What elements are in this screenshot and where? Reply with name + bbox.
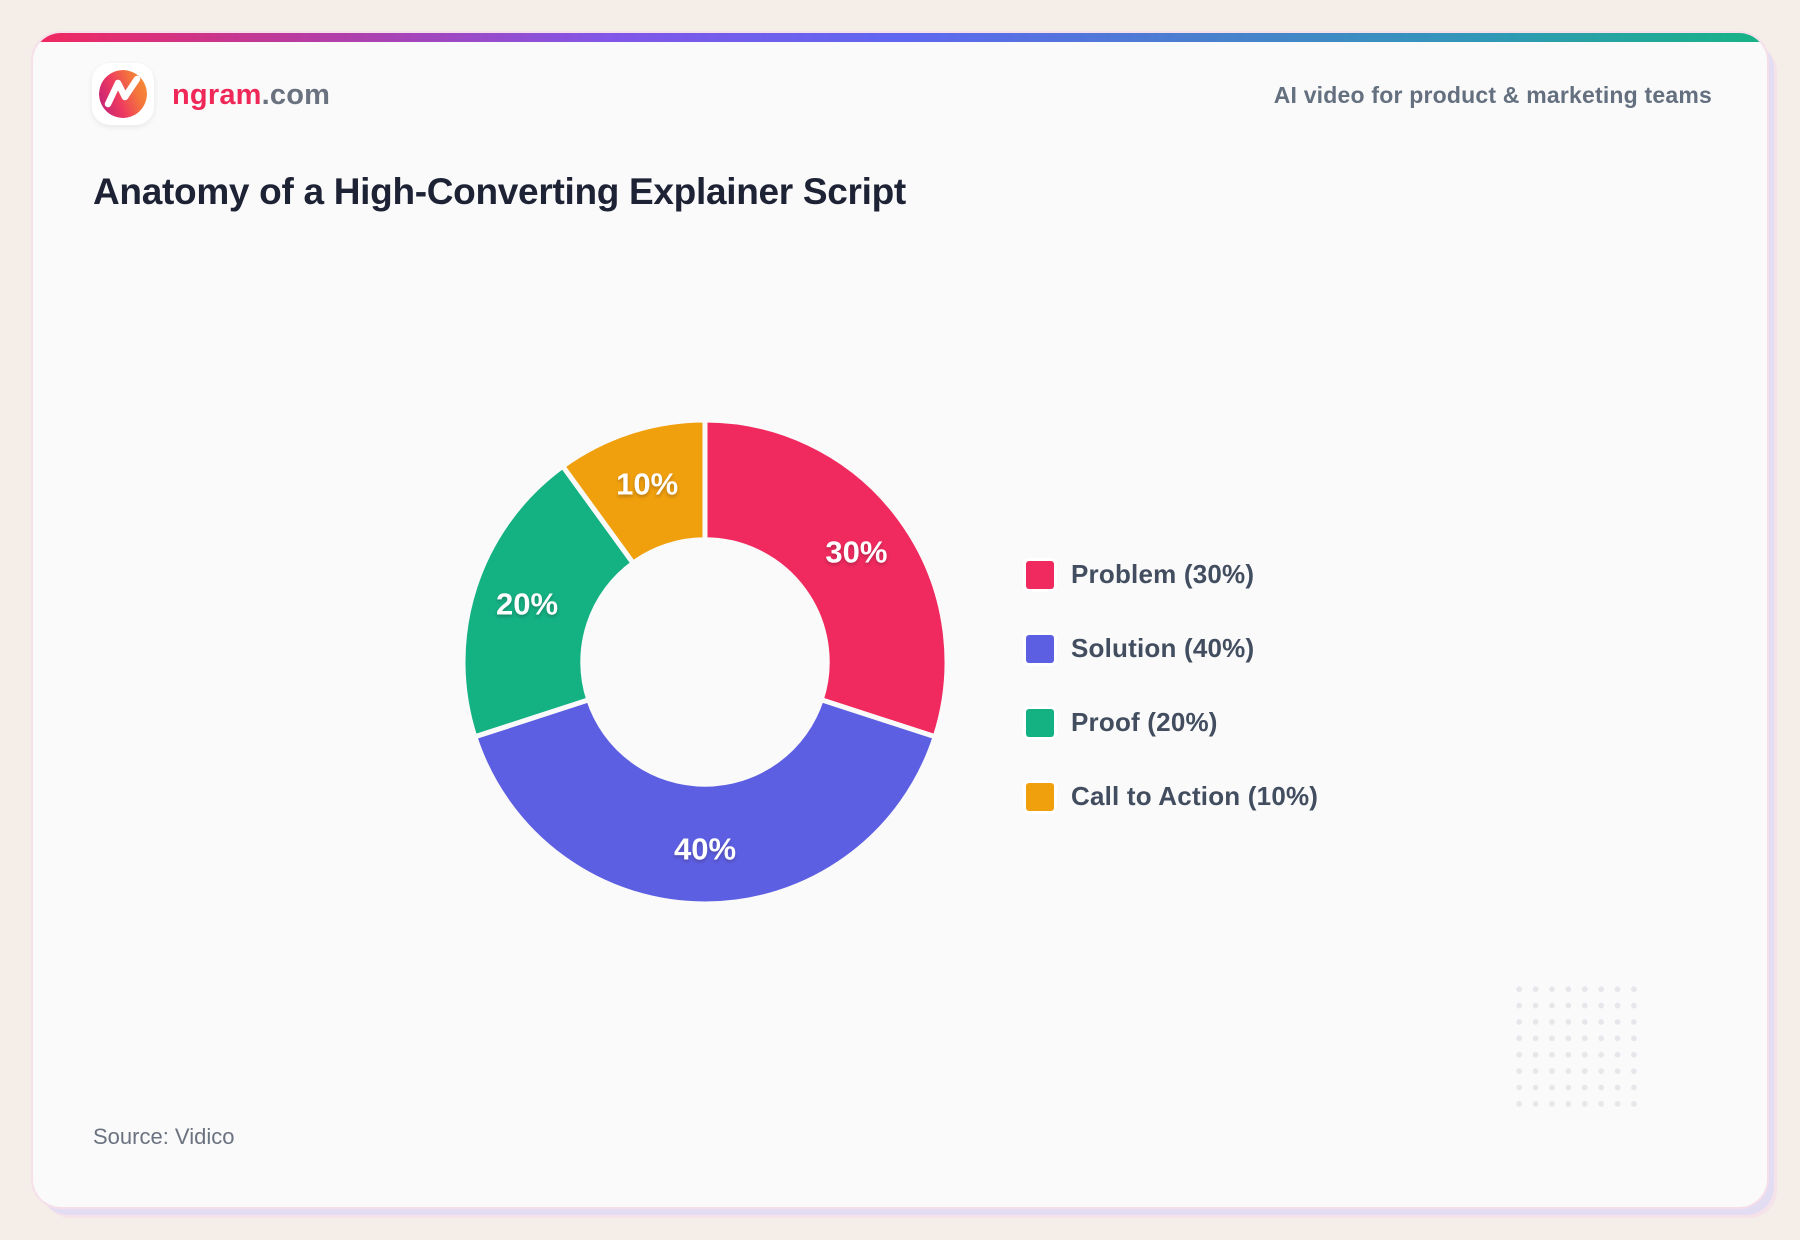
- brand-domain: .com: [261, 79, 331, 111]
- donut-chart: 30% 40% 20% 10%: [460, 417, 950, 907]
- header: ngram.com AI video for product & marketi…: [33, 33, 1767, 163]
- legend-item-call-to-action: Call to Action (10%): [1026, 781, 1318, 812]
- page-title: Anatomy of a High-Converting Explainer S…: [93, 171, 906, 212]
- legend-item-proof: Proof (20%): [1026, 707, 1318, 738]
- donut-slice-label: 10%: [616, 467, 678, 502]
- brand-logo: [92, 63, 154, 125]
- legend-swatch: [1026, 708, 1054, 737]
- brand-wordmark: ngram.com: [172, 79, 330, 112]
- legend-item-solution: Solution (40%): [1026, 633, 1318, 664]
- donut-slice-call-to-action: [560, 417, 708, 566]
- legend-swatch: [1026, 782, 1054, 811]
- legend-swatch: [1026, 634, 1054, 663]
- ngram-logo-icon: [99, 70, 147, 118]
- legend-label: Proof (20%): [1071, 707, 1218, 737]
- legend-swatch: [1026, 560, 1054, 589]
- logo-n-glyph: [104, 75, 141, 108]
- donut-slice-problem: [702, 417, 950, 740]
- infographic-card: ngram.com AI video for product & marketi…: [33, 33, 1767, 1207]
- donut-slice-label: 30%: [825, 535, 887, 570]
- donut-slice-solution: [472, 697, 938, 907]
- header-tagline: AI video for product & marketing teams: [1273, 82, 1712, 108]
- legend-item-problem: Problem (30%): [1026, 559, 1318, 590]
- legend-label: Solution (40%): [1071, 633, 1255, 663]
- donut-slice-label: 20%: [496, 587, 558, 622]
- legend-label: Call to Action (10%): [1071, 781, 1319, 811]
- brand-name: ngram: [172, 79, 262, 111]
- legend-label: Problem (30%): [1071, 559, 1255, 589]
- chart-legend: Problem (30%) Solution (40%) Proof (20%)…: [1026, 559, 1318, 812]
- donut-slice-label: 40%: [674, 832, 736, 867]
- top-gradient-bar: [33, 33, 1767, 42]
- source-note: Source: Vidico: [93, 1124, 235, 1149]
- dot-pattern-decoration: [1511, 981, 1647, 1107]
- donut-chart-container: 30% 40% 20% 10%: [445, 402, 965, 922]
- donut-slice-proof: [460, 463, 636, 740]
